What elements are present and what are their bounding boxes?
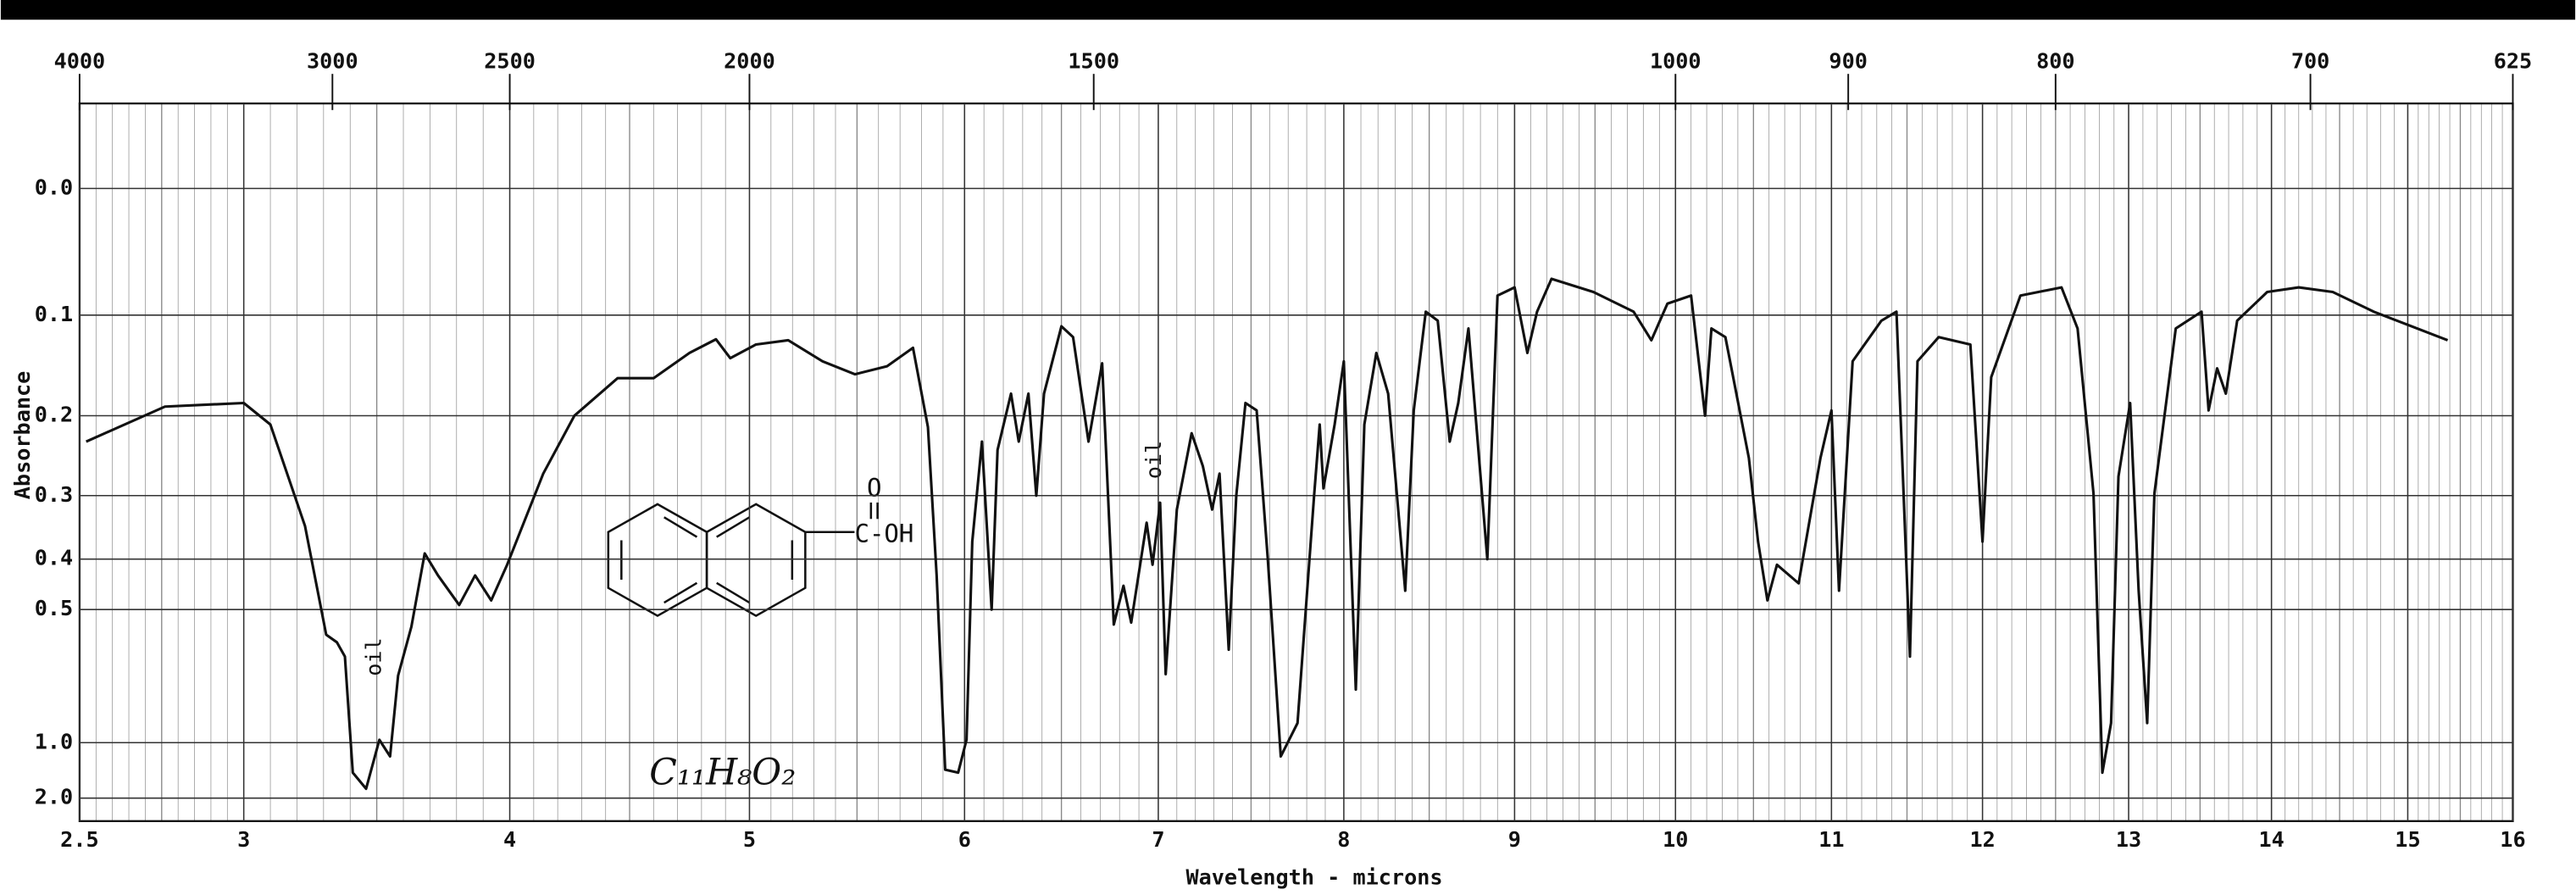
y-tick-label: 0.1	[35, 302, 73, 326]
annotation: oil	[1141, 441, 1166, 479]
y-tick-label: 0.2	[35, 402, 73, 426]
x-tick-label: 11	[1818, 827, 1844, 852]
x2-tick-label: 1000	[1650, 49, 1702, 74]
x2-tick-label: 1500	[1068, 49, 1119, 74]
x-tick-label: 7	[1152, 827, 1164, 852]
x-tick-label: 13	[2116, 827, 2141, 852]
x-tick-label: 6	[958, 827, 971, 852]
x2-tick-label: 3000	[307, 49, 358, 74]
y-tick-label: 1.0	[35, 729, 73, 753]
x-tick-label: 10	[1663, 827, 1688, 852]
y-tick-label: 2.0	[35, 785, 73, 809]
y-tick-label: 0.0	[35, 175, 73, 199]
x-tick-label: 4	[503, 827, 516, 852]
spectrum-line	[86, 277, 2449, 791]
x2-tick-label: 800	[2036, 49, 2074, 74]
x-tick-label: 14	[2258, 827, 2284, 852]
annotation: C-OH	[854, 520, 913, 548]
x-tick-label: 9	[1508, 827, 1521, 852]
x2-tick-label: 700	[2291, 49, 2329, 74]
annotation: oil	[362, 637, 386, 675]
x-axis-label: Wavelength - microns	[1185, 865, 1442, 890]
x2-tick-label: 4000	[54, 49, 106, 74]
x2-tick-label: 900	[1829, 49, 1867, 74]
structure	[607, 502, 879, 618]
x-tick-label: 5	[743, 827, 756, 852]
annotation: O	[867, 473, 882, 502]
x-tick-label: 12	[1969, 827, 1995, 852]
y-tick-label: 0.4	[35, 546, 73, 570]
x2-tick-label: 2500	[484, 49, 536, 74]
y-tick-label: 0.3	[35, 482, 73, 507]
x-tick-label: 16	[2500, 827, 2525, 852]
formula: C₁₁H₈O₂	[649, 752, 796, 794]
x-tick-label: 2.5	[60, 827, 98, 852]
x-tick-label: 8	[1337, 827, 1350, 852]
y-tick-label: 0.5	[35, 596, 73, 620]
top-band	[0, 0, 2576, 20]
x2-tick-label: 2000	[724, 49, 775, 74]
y-axis-label: Absorbance	[10, 371, 35, 500]
x2-tick-label: 625	[2494, 49, 2532, 74]
x-tick-label: 15	[2395, 827, 2420, 852]
x-tick-label: 3	[237, 827, 250, 852]
